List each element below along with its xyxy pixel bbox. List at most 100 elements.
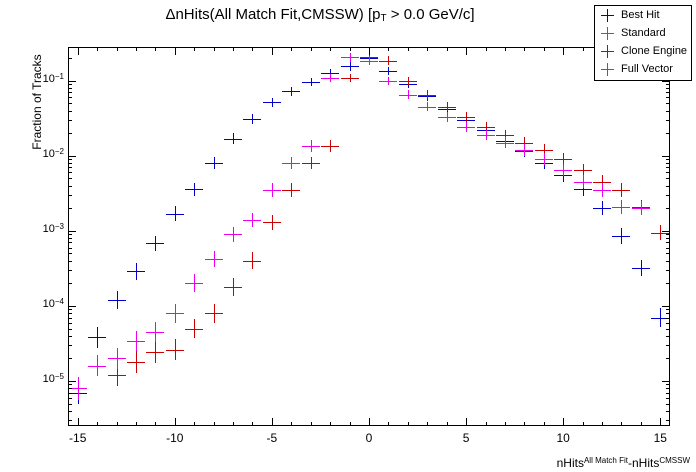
axis-tick — [666, 318, 670, 319]
axis-tick — [666, 345, 670, 346]
data-point-errorbar — [155, 341, 156, 363]
axis-tick — [427, 422, 428, 426]
data-point-marker — [107, 358, 126, 359]
data-point-marker — [573, 170, 592, 171]
axis-tick — [175, 47, 176, 55]
axis-tick — [544, 422, 545, 426]
axis-tick — [330, 47, 331, 51]
x-tick-label: 15 — [653, 431, 667, 445]
data-point-marker — [340, 66, 359, 67]
y-axis-label: Fraction of Tracks — [30, 54, 44, 150]
axis-tick — [369, 418, 370, 426]
axis-tick — [68, 88, 72, 89]
data-point-errorbar — [388, 56, 389, 66]
legend-item[interactable]: Best Hit — [595, 7, 691, 24]
legend-marker — [601, 9, 614, 22]
x-tick-label: -10 — [166, 431, 184, 445]
data-point-marker — [534, 150, 553, 151]
axis-tick — [68, 81, 76, 82]
axis-tick — [666, 411, 670, 412]
axis-tick — [68, 358, 72, 359]
axis-tick — [505, 422, 506, 426]
axis-tick — [666, 420, 670, 421]
data-point-errorbar — [252, 212, 253, 228]
axis-tick — [311, 422, 312, 426]
axis-tick — [666, 172, 670, 173]
data-point-marker — [631, 208, 650, 209]
data-point-errorbar — [311, 157, 312, 170]
axis-tick — [666, 234, 670, 235]
legend-item[interactable]: Clone Engine — [595, 43, 691, 60]
data-point-errorbar — [136, 330, 137, 352]
axis-tick — [666, 159, 670, 160]
axis-tick — [68, 84, 72, 85]
data-point-marker — [573, 182, 592, 183]
data-point-errorbar — [155, 235, 156, 252]
data-point-marker — [398, 81, 417, 82]
data-point-errorbar — [388, 66, 389, 76]
axis-tick — [666, 270, 670, 271]
data-point-errorbar — [330, 140, 331, 152]
axis-tick — [68, 398, 72, 399]
data-point-errorbar — [194, 274, 195, 293]
axis-tick — [505, 47, 506, 51]
data-point-marker — [631, 207, 650, 208]
axis-tick — [666, 84, 670, 85]
axis-tick — [666, 253, 670, 254]
data-point-errorbar — [175, 339, 176, 361]
data-point-marker — [437, 107, 456, 108]
data-point-errorbar — [175, 303, 176, 323]
axis-tick — [666, 384, 670, 385]
axis-tick — [662, 156, 670, 157]
data-point-errorbar — [369, 56, 370, 66]
legend: Best Hit Standard Clone Engine Full Vector — [594, 5, 692, 81]
axis-tick — [68, 178, 72, 179]
axis-tick — [311, 47, 312, 51]
axis-tick — [583, 422, 584, 426]
axis-tick — [666, 261, 670, 262]
axis-tick — [666, 323, 670, 324]
axis-tick — [427, 47, 428, 51]
x-tick-label: -5 — [266, 431, 278, 445]
axis-tick — [662, 381, 670, 382]
axis-tick — [78, 47, 79, 55]
data-point-errorbar — [486, 129, 487, 141]
legend-item[interactable]: Full Vector — [595, 61, 691, 78]
data-point-errorbar — [350, 62, 351, 71]
axis-tick — [214, 422, 215, 426]
legend-label: Clone Engine — [621, 45, 688, 57]
axis-tick — [466, 418, 467, 426]
data-point-marker — [301, 146, 320, 147]
data-point-errorbar — [78, 376, 79, 400]
axis-tick — [68, 97, 72, 98]
axis-tick — [666, 195, 670, 196]
data-point-marker — [126, 362, 145, 363]
data-point-errorbar — [117, 363, 118, 387]
data-point-marker — [204, 313, 223, 314]
axis-tick — [666, 208, 670, 209]
axis-tick — [524, 422, 525, 426]
data-point-errorbar — [544, 144, 545, 156]
y-tick-label: 10−3 — [42, 221, 64, 235]
data-point-marker — [631, 268, 650, 269]
axis-tick — [666, 398, 670, 399]
data-point-errorbar — [97, 354, 98, 377]
axis-tick — [68, 411, 72, 412]
data-point-errorbar — [252, 114, 253, 124]
axis-tick — [97, 47, 98, 51]
data-point-marker — [262, 222, 281, 223]
axis-tick — [68, 323, 72, 324]
axis-tick — [666, 313, 670, 314]
data-point-marker — [340, 57, 359, 58]
data-point-marker — [476, 130, 495, 131]
data-point-errorbar — [408, 76, 409, 85]
data-point-errorbar — [272, 214, 273, 230]
data-point-errorbar — [214, 157, 215, 170]
data-point-errorbar — [214, 303, 215, 323]
legend-marker — [601, 27, 614, 40]
legend-item[interactable]: Standard — [595, 25, 691, 42]
axis-tick — [68, 58, 72, 59]
axis-tick — [666, 238, 670, 239]
data-point-marker — [126, 341, 145, 342]
